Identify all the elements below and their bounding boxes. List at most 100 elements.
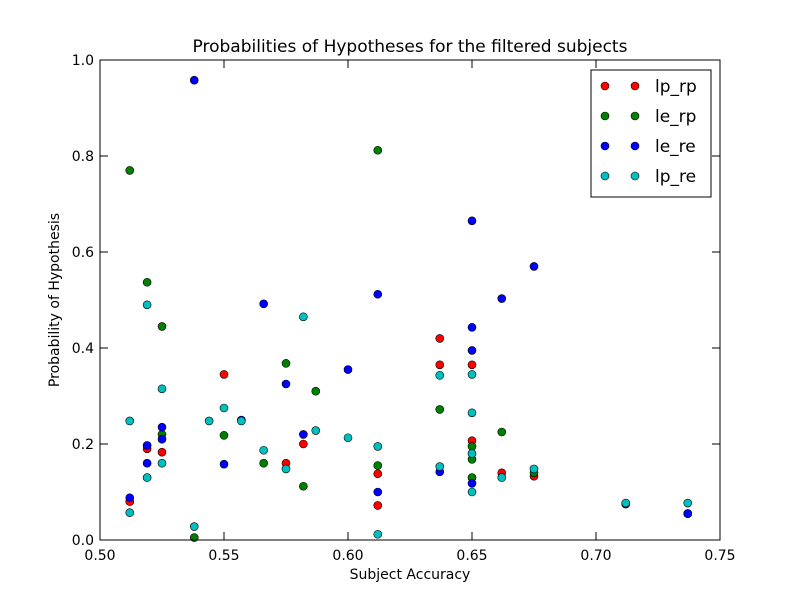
point-le_re-4 — [157, 434, 167, 444]
point-lp_re-7 — [204, 416, 214, 426]
axes-frame — [99, 59, 721, 541]
point-le_rp-5 — [219, 431, 229, 440]
legend-marker — [630, 111, 640, 121]
legend: lp_rp le_rp le_re lp_re — [590, 69, 712, 198]
point-le_re-3 — [157, 422, 167, 432]
y-tick-label: 0.6 — [72, 245, 94, 261]
point-le_rp-10 — [373, 145, 383, 155]
legend-item-le_re: le_re — [600, 137, 696, 157]
point-le_rp-2 — [157, 322, 167, 331]
point-lp_re-24 — [529, 464, 539, 474]
point-lp_re-17 — [435, 371, 445, 380]
legend-marker — [630, 141, 640, 151]
point-lp_rp-9 — [435, 360, 445, 370]
series-lp_rp — [125, 334, 693, 518]
x-tick-label: 0.75 — [704, 548, 735, 564]
point-lp_rp-10 — [467, 360, 477, 370]
point-lp_re-5 — [157, 458, 167, 468]
point-lp_re-10 — [259, 445, 268, 455]
point-lp_re-12 — [299, 312, 308, 322]
point-lp_re-20 — [467, 408, 477, 418]
point-lp_rp-3 — [219, 370, 229, 379]
legend-label: le_rp — [655, 107, 696, 127]
point-le_re-9 — [281, 379, 291, 389]
y-tick-label: 0.2 — [72, 437, 94, 453]
point-lp_re-14 — [343, 433, 353, 443]
point-lp_re-1 — [125, 508, 135, 517]
point-le_re-0 — [125, 493, 135, 503]
point-le_re-5 — [189, 75, 199, 85]
point-le_re-6 — [219, 459, 229, 469]
point-le_re-18 — [467, 479, 477, 488]
point-le_re-22 — [683, 509, 693, 518]
point-le_rp-8 — [299, 481, 308, 491]
legend-marker — [600, 81, 610, 91]
x-tick-label: 0.50 — [84, 548, 115, 564]
legend-marker — [630, 171, 640, 181]
point-le_re-2 — [142, 458, 152, 468]
legend-marker — [600, 111, 610, 121]
axes: 0.50 0.55 0.60 0.65 0.70 0.75 0.0 0.2 0.4 0.6 0.8 1… — [72, 53, 736, 564]
x-axis-label: Subject Accuracy — [350, 567, 471, 583]
point-le_rp-9 — [311, 386, 321, 396]
point-lp_re-19 — [467, 370, 477, 379]
point-lp_re-2 — [142, 300, 152, 310]
point-le_re-20 — [529, 262, 539, 271]
legend-item-le_rp: le_rp — [600, 107, 696, 127]
legend-marker — [600, 141, 610, 151]
point-le_rp-12 — [435, 405, 445, 414]
point-lp_re-6 — [189, 522, 199, 531]
point-lp_re-11 — [281, 464, 291, 474]
point-le_re-17 — [467, 346, 477, 355]
point-le_re-8 — [259, 299, 268, 309]
point-lp_re-13 — [311, 426, 321, 435]
data-points — [125, 75, 693, 542]
point-le_rp-0 — [125, 166, 135, 175]
x-tick-label: 0.55 — [208, 548, 239, 564]
point-lp_re-26 — [683, 498, 693, 508]
point-lp_re-4 — [157, 384, 167, 394]
point-le_rp-1 — [142, 277, 152, 287]
legend-label: le_re — [655, 137, 696, 157]
legend-label: lp_rp — [655, 77, 697, 97]
legend-marker — [630, 81, 640, 91]
point-lp_re-16 — [373, 529, 383, 539]
y-tick-label: 1.0 — [72, 53, 94, 69]
point-le_re-10 — [299, 430, 308, 439]
point-lp_re-8 — [219, 403, 229, 413]
legend-label: lp_re — [655, 167, 696, 187]
point-lp_re-9 — [237, 416, 246, 426]
point-lp_re-21 — [467, 449, 477, 458]
series-lp_re — [125, 300, 693, 539]
point-lp_rp-5 — [299, 439, 308, 449]
legend-item-lp_re: lp_re — [600, 167, 696, 187]
x-tick-label: 0.70 — [580, 548, 611, 564]
chart-title: Probabilities of Hypotheses for the filt… — [193, 37, 628, 57]
point-le_re-11 — [343, 365, 353, 374]
point-lp_rp-7 — [373, 501, 383, 510]
point-lp_re-18 — [435, 462, 445, 471]
point-lp_re-3 — [142, 473, 152, 482]
y-tick-label: 0.4 — [72, 341, 94, 357]
legend-marker — [600, 171, 610, 181]
point-le_re-15 — [467, 216, 477, 226]
x-tick-label: 0.65 — [456, 548, 487, 564]
point-lp_re-15 — [373, 442, 383, 451]
y-tick-label: 0.8 — [72, 149, 94, 165]
point-le_re-19 — [497, 294, 507, 303]
point-lp_rp-8 — [435, 334, 445, 343]
legend-box — [590, 69, 712, 198]
point-lp_re-22 — [467, 487, 477, 497]
point-lp_re-23 — [497, 473, 507, 482]
point-le_re-16 — [467, 323, 477, 332]
point-le_rp-7 — [281, 359, 291, 368]
point-lp_re-0 — [125, 416, 135, 426]
y-axis-label: Probability of Hypothesis — [47, 213, 63, 387]
point-lp_rp-2 — [157, 447, 167, 457]
x-tick-label: 0.60 — [332, 548, 363, 564]
point-lp_re-25 — [621, 498, 631, 508]
legend-item-lp_rp: lp_rp — [600, 77, 697, 97]
point-le_re-12 — [373, 289, 383, 299]
y-tick-label: 0.0 — [72, 533, 94, 549]
